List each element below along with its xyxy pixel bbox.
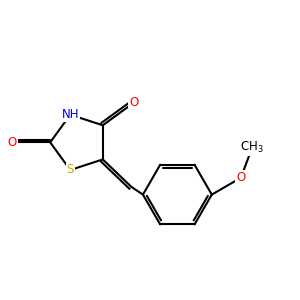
Text: O: O: [236, 171, 245, 184]
Text: CH$_3$: CH$_3$: [241, 140, 264, 155]
Text: O: O: [129, 96, 138, 109]
Text: S: S: [67, 164, 74, 176]
Text: NH: NH: [61, 108, 79, 121]
Text: O: O: [7, 136, 16, 149]
